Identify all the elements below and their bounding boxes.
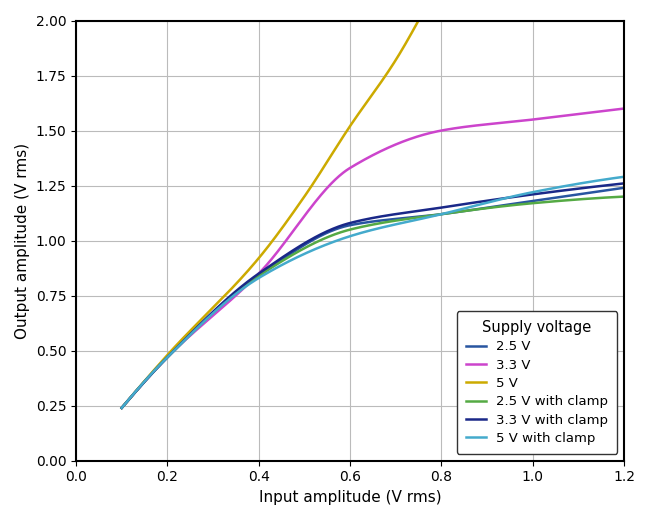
5 V — [259, 250, 266, 256]
5 V with clamp — [389, 222, 397, 228]
3.3 V — [356, 159, 364, 165]
2.5 V — [118, 405, 125, 411]
3.3 V with clamp — [417, 207, 424, 214]
2.5 V with clamp — [530, 200, 538, 206]
5 V with clamp — [356, 230, 364, 236]
5 V with clamp — [359, 229, 367, 236]
3.3 V with clamp — [608, 181, 616, 188]
5 V with clamp — [620, 174, 628, 180]
Line: 3.3 V: 3.3 V — [122, 109, 624, 408]
X-axis label: Input amplitude (V rms): Input amplitude (V rms) — [259, 490, 441, 505]
2.5 V with clamp — [389, 218, 397, 224]
Y-axis label: Output amplitude (V rms): Output amplitude (V rms) — [15, 142, 30, 339]
3.3 V — [530, 116, 538, 123]
2.5 V — [417, 213, 424, 219]
3.3 V — [389, 142, 397, 149]
3.3 V with clamp — [530, 191, 538, 198]
2.5 V — [359, 220, 367, 226]
3.3 V with clamp — [118, 405, 125, 411]
3.3 V — [359, 157, 367, 163]
Line: 2.5 V: 2.5 V — [122, 188, 624, 408]
3.3 V with clamp — [620, 180, 628, 187]
3.3 V — [118, 405, 125, 411]
3.3 V — [417, 133, 424, 139]
3.3 V — [620, 106, 628, 112]
5 V — [415, 17, 422, 23]
5 V — [278, 225, 286, 231]
2.5 V with clamp — [356, 224, 364, 230]
5 V — [118, 405, 125, 411]
5 V — [408, 30, 415, 36]
2.5 V — [530, 198, 538, 204]
Line: 5 V: 5 V — [122, 20, 419, 408]
5 V — [361, 101, 369, 108]
2.5 V with clamp — [359, 224, 367, 230]
3.3 V with clamp — [389, 211, 397, 217]
5 V with clamp — [608, 175, 616, 181]
2.5 V with clamp — [118, 405, 125, 411]
2.5 V with clamp — [417, 214, 424, 220]
5 V — [261, 248, 268, 254]
Line: 5 V with clamp: 5 V with clamp — [122, 177, 624, 408]
3.3 V with clamp — [356, 217, 364, 224]
2.5 V — [608, 186, 616, 192]
3.3 V — [608, 107, 616, 113]
5 V — [294, 202, 302, 209]
2.5 V — [356, 220, 364, 227]
2.5 V with clamp — [608, 194, 616, 200]
5 V with clamp — [118, 405, 125, 411]
Line: 3.3 V with clamp: 3.3 V with clamp — [122, 184, 624, 408]
2.5 V — [389, 216, 397, 222]
2.5 V — [620, 185, 628, 191]
Legend: 2.5 V, 3.3 V, 5 V, 2.5 V with clamp, 3.3 V with clamp, 5 V with clamp: 2.5 V, 3.3 V, 5 V, 2.5 V with clamp, 3.3… — [456, 311, 618, 454]
Line: 2.5 V with clamp: 2.5 V with clamp — [122, 197, 624, 408]
5 V with clamp — [417, 216, 424, 222]
2.5 V with clamp — [620, 193, 628, 200]
3.3 V with clamp — [359, 217, 367, 223]
5 V with clamp — [530, 189, 538, 195]
